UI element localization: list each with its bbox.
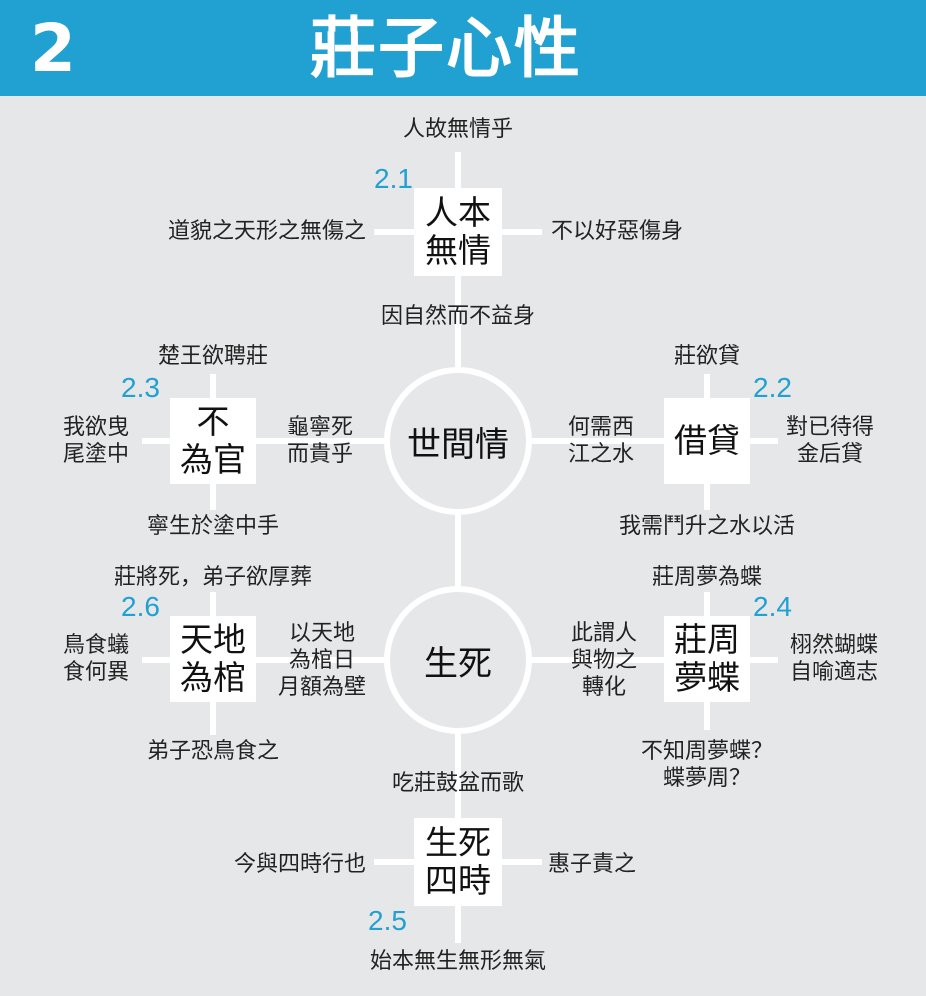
label-2-4-left: 此謂人 與物之 轉化 xyxy=(571,620,637,701)
label-2-6-right-line1: 以天地 xyxy=(288,621,356,646)
label-2-2-top: 莊欲貸 xyxy=(673,344,741,369)
node-box-2-5-line2: 四時 xyxy=(425,861,491,900)
label-2-3-right-line2: 而貴乎 xyxy=(286,442,354,467)
label-2-6-right: 以天地 為棺日 月額為壁 xyxy=(278,620,366,701)
node-box-2-5-line1: 生死 xyxy=(425,823,491,862)
label-2-3-right: 龜寧死 而貴乎 xyxy=(287,414,353,468)
node-number-2-4: 2.4 xyxy=(753,591,792,622)
node-box-2-6: 天地 為棺 xyxy=(170,616,256,702)
label-2-1-bottom: 因自然而不益身 xyxy=(380,304,536,329)
label-2-4-bottom: 不知周夢蝶？ 蝶夢周？ xyxy=(641,738,773,792)
node-number-2-3: 2.3 xyxy=(121,372,160,403)
label-2-6-left-line2: 食何異 xyxy=(62,660,130,685)
node-box-2-6-line2: 為棺 xyxy=(180,658,246,697)
label-2-4-bottom-line1: 不知周夢蝶？ xyxy=(640,739,774,764)
node-box-2-4: 莊周 夢蝶 xyxy=(664,616,750,702)
node-box-2-4-line2: 夢蝶 xyxy=(674,658,740,697)
label-2-4-left-line3: 轉化 xyxy=(581,675,627,700)
node-box-2-4-line1: 莊周 xyxy=(674,620,740,659)
label-2-6-left: 鳥食蟻 食何異 xyxy=(63,632,129,686)
node-box-2-3: 不為官 xyxy=(170,398,256,484)
label-2-3-top: 楚王欲聘莊 xyxy=(157,344,269,369)
label-2-3-left: 我欲曳 尾塗中 xyxy=(63,414,129,468)
node-box-2-6-line1: 天地 xyxy=(180,620,246,659)
node-box-2-3-line1: 不 xyxy=(196,402,230,441)
label-2-4-left-line1: 此謂人 xyxy=(570,621,638,646)
node-box-2-1-line1: 人本 xyxy=(425,193,491,232)
label-2-1-right: 不以好惡傷身 xyxy=(551,219,684,244)
label-2-3-right-line1: 龜寧死 xyxy=(286,415,354,440)
label-2-4-left-line2: 與物之 xyxy=(570,648,638,673)
label-2-3-left-line1: 我欲曳 xyxy=(62,415,130,440)
label-2-6-bottom: 弟子恐鳥食之 xyxy=(146,739,280,764)
label-2-5-top: 吃莊鼓盆而歌 xyxy=(391,771,525,796)
node-box-2-2: 借貸 xyxy=(664,398,750,484)
node-box-2-1: 人本 無情 xyxy=(414,188,502,276)
label-2-4-right: 栩然蝴蝶 自喻適志 xyxy=(790,632,878,686)
circle-worldly-emotion: 世間情 xyxy=(384,367,532,515)
label-2-4-bottom-line2: 蝶夢周？ xyxy=(662,766,752,791)
label-2-2-left-line2: 江之水 xyxy=(567,442,635,467)
title-banner: 2 莊子心性 xyxy=(0,0,926,96)
label-2-2-bottom: 我需鬥升之水以活 xyxy=(618,514,796,539)
label-2-6-right-line2: 為棺日 xyxy=(288,648,356,673)
node-box-2-3-line2: 為官 xyxy=(180,440,246,479)
node-box-2-5: 生死 四時 xyxy=(414,818,502,906)
node-number-2-2: 2.2 xyxy=(753,372,792,403)
circle-life-death: 生死 xyxy=(384,586,532,734)
label-2-6-right-line3: 月額為壁 xyxy=(277,675,367,700)
node-box-2-1-line2: 無情 xyxy=(425,231,491,270)
node-number-2-1: 2.1 xyxy=(374,163,413,194)
label-2-2-left-line1: 何需西 xyxy=(567,415,635,440)
label-2-3-left-line2: 尾塗中 xyxy=(62,442,130,467)
label-2-2-left: 何需西 江之水 xyxy=(568,414,634,468)
label-2-1-top: 人故無情乎 xyxy=(402,117,514,142)
label-2-2-right: 對已待得 金后貸 xyxy=(786,414,874,468)
node-number-2-6: 2.6 xyxy=(121,591,160,622)
label-2-5-right: 惠子責之 xyxy=(548,852,637,877)
node-number-2-5: 2.5 xyxy=(368,905,407,936)
label-2-4-top: 莊周夢為蝶 xyxy=(651,565,763,590)
label-2-4-right-line2: 自喻適志 xyxy=(789,660,879,685)
label-2-6-left-line1: 鳥食蟻 xyxy=(62,633,130,658)
label-2-2-right-line1: 對已待得 xyxy=(785,415,875,440)
label-2-6-top: 莊將死，弟子欲厚葬 xyxy=(113,565,313,590)
label-2-1-left: 道貌之天形之無傷之 xyxy=(167,219,366,244)
page-title: 莊子心性 xyxy=(310,10,582,87)
label-2-5-left: 今與四時行也 xyxy=(233,852,366,877)
label-2-2-right-line2: 金后貸 xyxy=(796,442,864,467)
label-2-5-bottom: 始本無生無形無氣 xyxy=(369,949,547,974)
label-2-3-bottom: 寧生於塗中手 xyxy=(146,514,280,539)
chapter-number: 2 xyxy=(30,10,76,87)
label-2-4-right-line1: 栩然蝴蝶 xyxy=(789,633,879,658)
